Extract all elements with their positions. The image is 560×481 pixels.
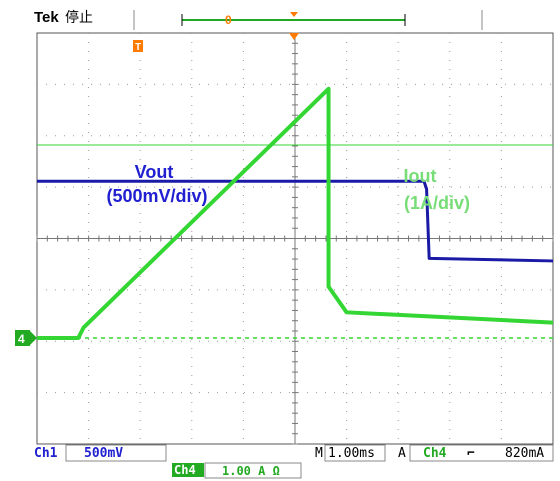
- trigger-slope-icon: ⌐: [467, 446, 475, 461]
- ch4-label: Ch4: [174, 463, 196, 477]
- trigger-position-arrow-top: [290, 12, 298, 17]
- timebase-box[interactable]: [324, 444, 386, 462]
- trigger-prefix: A: [398, 446, 406, 461]
- run-state-label: 停止: [65, 9, 93, 25]
- ch4-ground-marker-arrow: [30, 331, 37, 345]
- ch4-label-badge: [172, 463, 204, 477]
- ch1-scale: 500mV: [84, 446, 123, 461]
- ch1-scale-box[interactable]: [65, 444, 167, 462]
- ch4-ground-marker[interactable]: [15, 330, 30, 346]
- timebase-value: 1.00ms: [328, 446, 375, 461]
- trigger-time-marker: [133, 40, 143, 52]
- vout-annotation-title: Vout: [135, 162, 174, 182]
- trigger-source: Ch4: [423, 446, 447, 461]
- ch4-ground-marker-label: 4: [18, 332, 25, 346]
- graticule-grid: [36, 32, 554, 445]
- brand-label: Tek: [34, 9, 59, 26]
- ch4-scale: 1.00 A Ω: [222, 464, 280, 478]
- ch1-label: Ch1: [34, 446, 58, 461]
- iout-annotation-title: Iout: [404, 166, 437, 186]
- record-position-bar[interactable]: [181, 14, 406, 26]
- ch1-waveform: [37, 179, 554, 263]
- record-marker-label: 0: [225, 13, 232, 27]
- ch4-waveform: [37, 86, 554, 340]
- vout-annotation-scale: (500mV/div): [106, 186, 207, 206]
- trigger-position-marker: [289, 33, 299, 40]
- trigger-time-marker-label: T: [135, 42, 141, 53]
- trigger-box[interactable]: [409, 444, 554, 462]
- ch4-scale-box[interactable]: [204, 462, 302, 479]
- trigger-level: 820mA: [505, 446, 544, 461]
- timebase-prefix: M: [315, 446, 323, 461]
- iout-annotation-scale: (1A/div): [404, 193, 470, 213]
